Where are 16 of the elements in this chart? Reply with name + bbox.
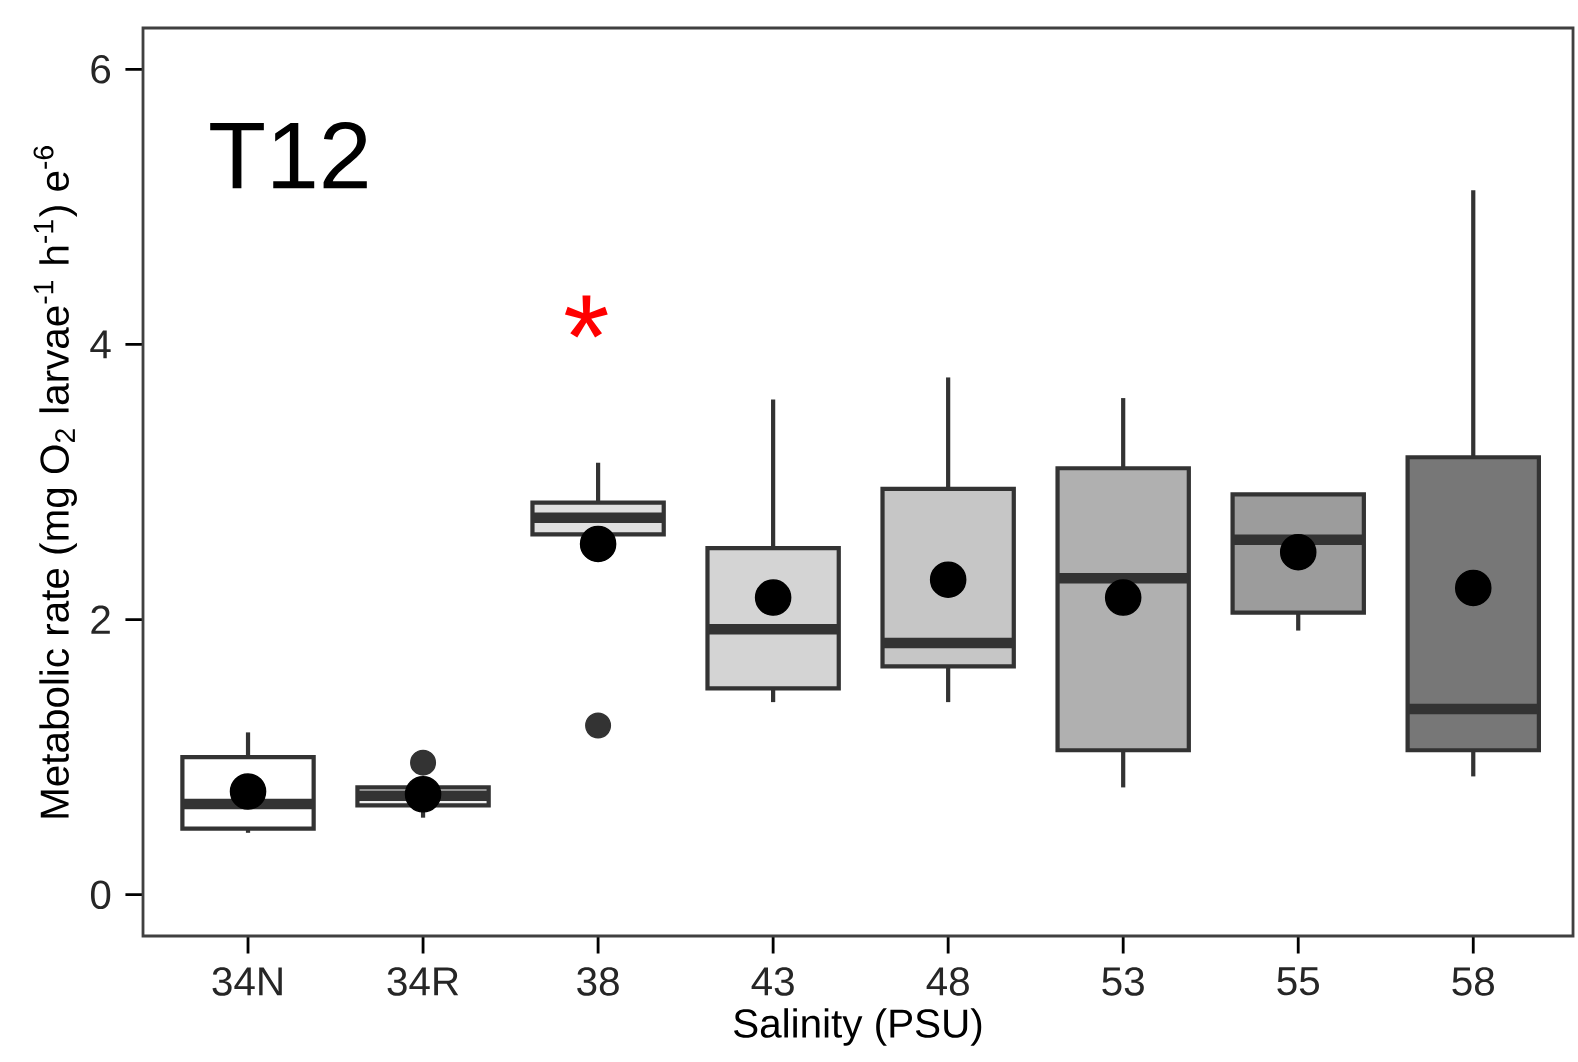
annotation: T12	[210, 122, 367, 189]
x-tick-label: 38	[577, 967, 619, 996]
y-tick-label: 4	[90, 330, 111, 359]
y-tick-label: 0	[90, 880, 111, 910]
x-tick-label: 55	[1277, 967, 1319, 996]
x-tick-label: 43	[751, 967, 794, 996]
y-tick-label: 2	[91, 605, 110, 634]
y-tick-label: 6	[91, 54, 111, 84]
x-tick-label: 34R	[387, 967, 459, 996]
x-axis-title: Salinity (PSU)	[734, 1008, 982, 1046]
x-tick-label: 53	[1102, 967, 1144, 996]
x-tick-label: 58	[1452, 967, 1494, 996]
x-tick-label: 34N	[212, 967, 282, 996]
y-axis-title: Metabolic rate (mg O$_{2}$ larvae$^{-1}$ h$^{-1}$) e$^{-6}$	[33, 146, 77, 818]
annotation: *	[564, 295, 608, 338]
x-tick-label: 48	[926, 967, 969, 996]
